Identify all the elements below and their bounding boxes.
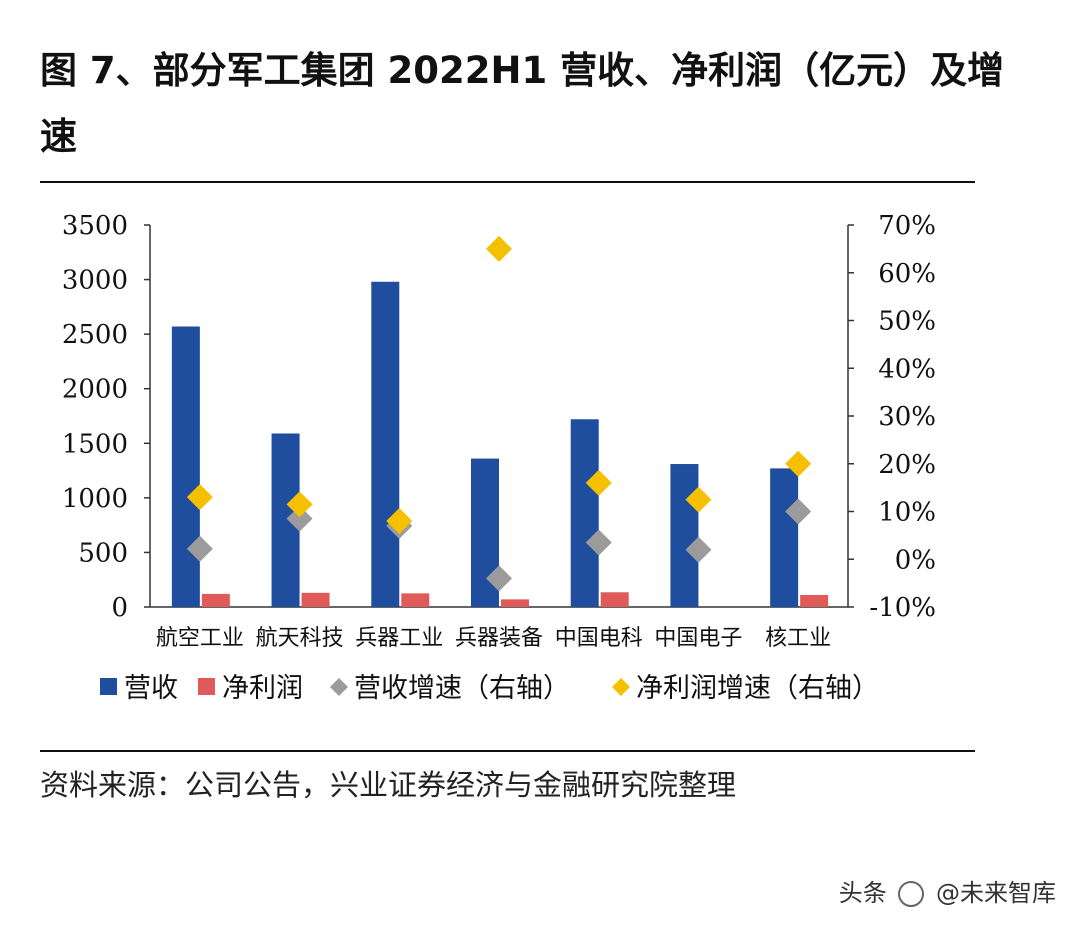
bar-revenue [770,468,799,607]
marker-revenue-growth [186,535,213,562]
marker-revenue-growth [685,536,712,563]
right-tick-label: 50% [878,307,936,337]
marker-profit-growth [186,484,213,511]
marker-revenue-growth [486,565,512,592]
category-label: 兵器工业 [355,626,443,651]
right-tick-label: 20% [878,450,936,480]
bar-net-profit [401,593,430,607]
legend-swatch [198,678,215,695]
legend-swatch [100,678,117,695]
watermark: 头条 @未来智库 [839,873,1056,908]
legend-swatch [330,678,348,696]
legend-swatch [612,678,630,696]
right-tick-label: 30% [878,402,936,432]
left-tick-label: 500 [78,538,128,568]
category-label: 中国电科 [555,626,643,651]
marker-profit-growth [486,235,512,262]
chart-title: 图 7、部分军工集团 2022H1 营收、净利润（亿元）及增速 [40,49,1005,158]
right-tick-label: 40% [878,354,936,384]
bars [171,281,829,607]
chart: 0 500 1000 1500 2000 2500 3000 3500 -10% 0% 10% 20%… [62,211,936,704]
bar-revenue [670,464,699,607]
bar-revenue [570,419,599,607]
left-tick-label: 3000 [62,266,128,296]
tick-labels: 0 500 1000 1500 2000 2500 3000 3500 -10% 0% 10% 20%… [62,211,936,623]
markers [186,235,812,592]
right-tick-label: 70% [878,211,936,241]
right-tick-label: 0% [895,545,936,575]
legend-label: 营收增速（右轴） [354,673,570,704]
right-tick-label: 10% [878,498,936,528]
category-label: 兵器装备 [455,626,543,651]
marker-profit-growth [286,491,313,518]
bar-net-profit [600,592,629,607]
marker-profit-growth [585,469,612,496]
right-tick-label: -10% [869,593,936,623]
marker-profit-growth [685,486,712,513]
bar-revenue [171,326,200,607]
bar-net-profit [301,592,330,607]
legend: 营收 净利润 营收增速（右轴） 净利润增速（右轴） [100,673,879,704]
left-tick-label: 3500 [62,211,128,241]
watermark-handle: @未来智库 [936,879,1056,907]
bar-net-profit [800,594,829,607]
left-tick-label: 1500 [62,429,128,459]
category-labels: 航空工业 航天科技 兵器工业 兵器装备 中国电科 中国电子 核工业 [156,626,831,651]
marker-profit-growth [785,450,812,477]
bar-revenue [371,281,400,607]
right-tick-label: 60% [878,259,936,289]
legend-label: 营收 [124,673,178,704]
watermark-prefix: 头条 [838,879,887,907]
bar-net-profit [201,593,230,607]
left-tick-label: 0 [111,593,128,623]
category-label: 航空工业 [156,626,244,651]
left-tick-label: 2500 [62,320,128,350]
legend-label: 净利润 [222,673,303,704]
marker-revenue-growth [785,498,812,525]
category-label: 航天科技 [256,626,344,651]
category-label: 核工业 [765,626,831,651]
category-label: 中国电子 [654,626,742,651]
watermark-logo-icon [898,881,925,907]
bottom-rule [40,750,975,752]
left-tick-label: 2000 [62,375,128,405]
left-tick-label: 1000 [62,484,128,514]
top-rule [40,181,975,183]
marker-revenue-growth [585,529,612,556]
source-note: 资料来源：公司公告，兴业证券经济与金融研究院整理 [40,768,737,802]
bar-net-profit [501,599,529,607]
marker-profit-growth [386,508,413,535]
legend-label: 净利润增速（右轴） [636,673,879,704]
